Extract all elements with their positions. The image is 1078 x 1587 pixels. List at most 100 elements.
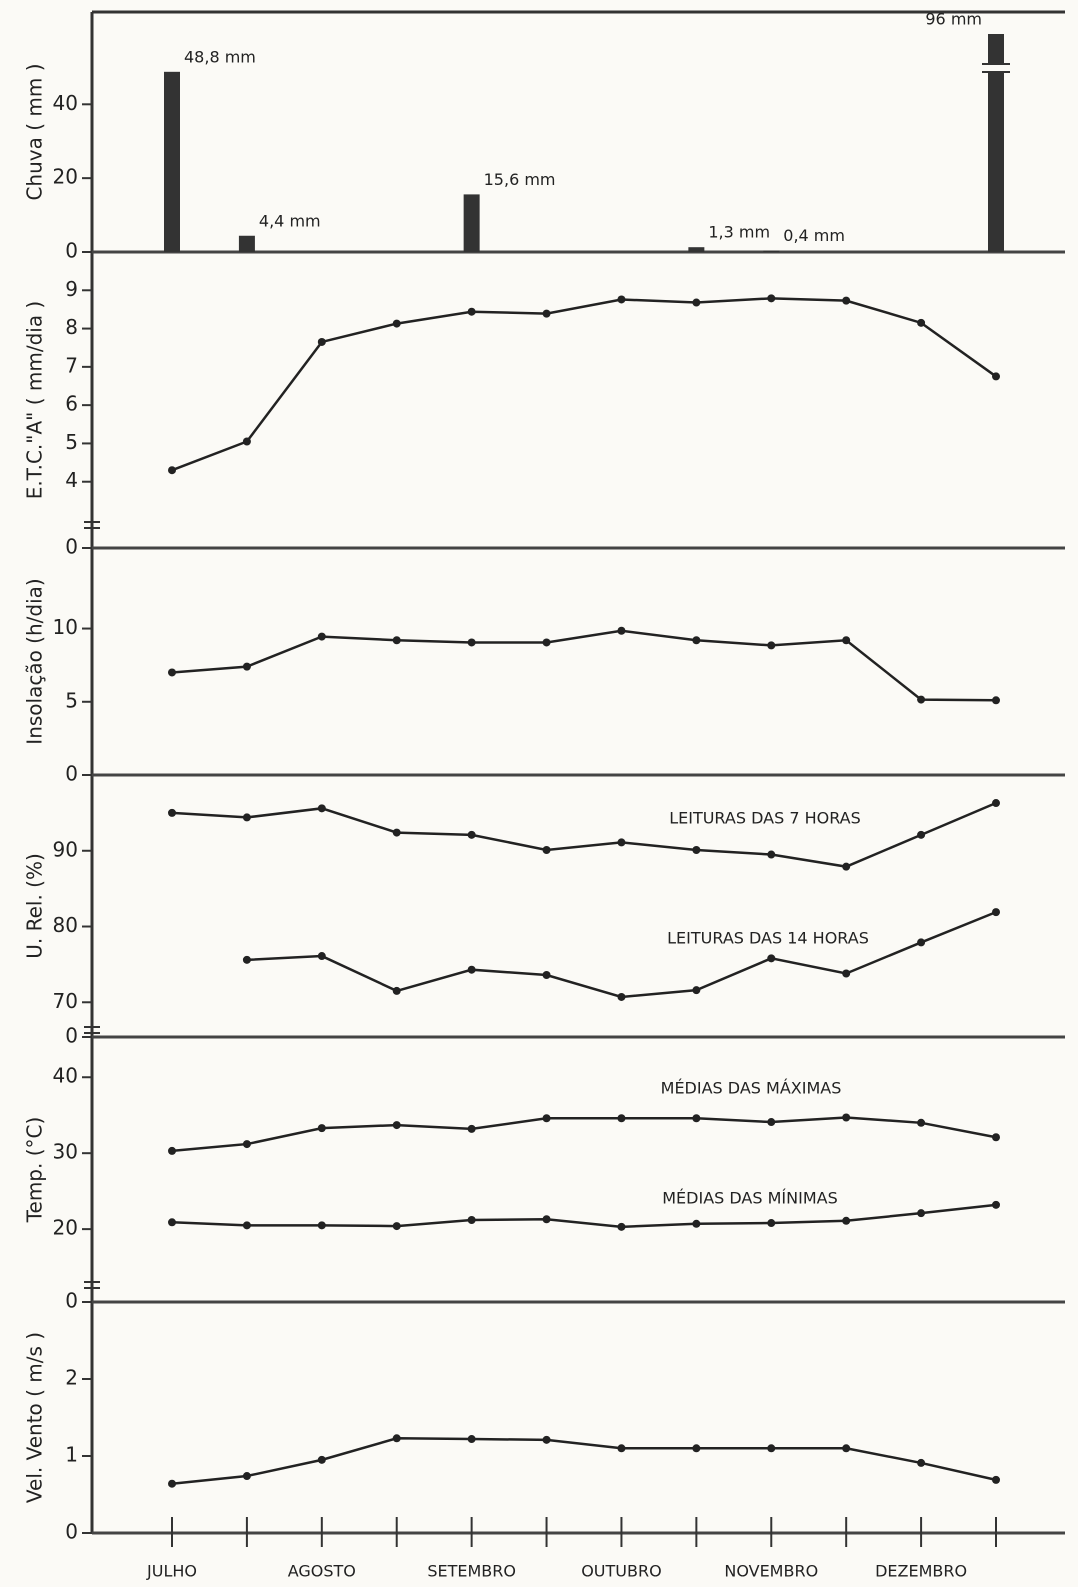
x-tick-label: DEZEMBRO xyxy=(875,1562,967,1581)
point xyxy=(917,1209,926,1218)
point xyxy=(617,1114,626,1123)
point xyxy=(617,1222,626,1231)
point xyxy=(692,636,701,645)
y-tick-label: 8 xyxy=(65,315,78,339)
point xyxy=(992,372,1000,381)
point xyxy=(917,695,926,704)
y-axis-label: Insolação (h/dia) xyxy=(23,578,47,744)
point xyxy=(467,1435,476,1444)
y-tick-label: 90 xyxy=(53,837,78,861)
x-tick-label: AGOSTO xyxy=(288,1562,356,1581)
point xyxy=(617,295,626,304)
bar xyxy=(688,247,705,252)
y-tick-label: 7 xyxy=(65,353,78,377)
y-tick-label: 0 xyxy=(65,762,78,786)
y-axis-label: U. Rel. (%) xyxy=(23,853,47,959)
bar xyxy=(238,235,255,252)
point xyxy=(692,986,701,995)
bar xyxy=(463,194,480,252)
point xyxy=(842,636,851,645)
point xyxy=(992,1133,1000,1142)
point xyxy=(842,969,851,978)
point xyxy=(392,986,401,995)
y-axis-label: Temp. (°C) xyxy=(23,1117,47,1224)
point xyxy=(917,830,926,839)
point xyxy=(542,1435,551,1444)
point xyxy=(392,319,401,328)
point xyxy=(317,1124,326,1133)
x-tick-label: SETEMBRO xyxy=(427,1562,516,1581)
point xyxy=(992,1200,1000,1209)
point xyxy=(242,437,251,446)
point xyxy=(542,971,551,979)
value-label: 4,4 mm xyxy=(259,211,321,230)
point xyxy=(467,830,476,839)
point xyxy=(317,632,326,641)
value-label: 48,8 mm xyxy=(184,47,256,66)
point xyxy=(767,1219,776,1228)
y-tick-label: 0 xyxy=(65,1289,78,1313)
line xyxy=(171,1437,997,1485)
point xyxy=(692,1219,701,1228)
point xyxy=(242,1221,251,1230)
y-tick-label: 5 xyxy=(65,688,78,712)
point xyxy=(692,298,701,307)
point xyxy=(242,1140,251,1149)
point xyxy=(692,1114,701,1123)
point xyxy=(617,626,626,635)
y-tick-label: 40 xyxy=(53,91,78,115)
point xyxy=(917,1118,926,1127)
series-label: LEITURAS DAS 14 HORAS xyxy=(667,929,869,948)
y-tick-label: 20 xyxy=(53,165,78,189)
point xyxy=(392,1121,401,1130)
point xyxy=(317,952,326,961)
point xyxy=(992,1475,1000,1484)
y-tick-label: 40 xyxy=(53,1064,78,1088)
point xyxy=(542,638,551,647)
point xyxy=(842,1113,851,1122)
x-tick-label: OUTUBRO xyxy=(581,1562,661,1581)
point xyxy=(168,1218,176,1227)
point xyxy=(392,636,401,645)
y-tick-label: 10 xyxy=(53,615,78,639)
point xyxy=(692,1444,701,1453)
point xyxy=(392,1434,401,1443)
point xyxy=(767,294,776,303)
point xyxy=(842,862,851,871)
series-label: MÉDIAS DAS MÍNIMAS xyxy=(662,1189,837,1208)
point xyxy=(917,318,926,327)
y-tick-label: 6 xyxy=(65,392,78,416)
y-tick-label: 80 xyxy=(53,913,78,937)
x-tick-label: JULHO xyxy=(146,1562,197,1581)
point xyxy=(992,696,1000,705)
point xyxy=(842,1216,851,1225)
point xyxy=(842,296,851,305)
point xyxy=(467,307,476,316)
y-tick-label: 9 xyxy=(65,277,78,301)
point xyxy=(542,1114,551,1123)
y-tick-label: 0 xyxy=(65,1520,78,1544)
point xyxy=(992,908,1000,917)
point xyxy=(467,965,476,974)
point xyxy=(692,846,701,854)
line xyxy=(171,629,997,702)
series-label: MÉDIAS DAS MÁXIMAS xyxy=(661,1079,842,1098)
point xyxy=(317,337,326,346)
point xyxy=(542,309,551,318)
point xyxy=(467,638,476,647)
y-tick-label: 2 xyxy=(65,1366,78,1390)
point xyxy=(617,992,626,1001)
line xyxy=(171,1116,997,1153)
y-tick-label: 70 xyxy=(53,989,78,1013)
point xyxy=(917,1458,926,1467)
y-axis-label: Chuva ( mm ) xyxy=(23,63,47,200)
point xyxy=(168,1479,176,1488)
y-tick-label: 5 xyxy=(65,430,78,454)
point xyxy=(617,1444,626,1453)
bar xyxy=(988,34,1004,252)
y-tick-label: 0 xyxy=(65,1024,78,1048)
point xyxy=(767,954,776,963)
point xyxy=(767,1118,776,1127)
point xyxy=(168,466,176,475)
